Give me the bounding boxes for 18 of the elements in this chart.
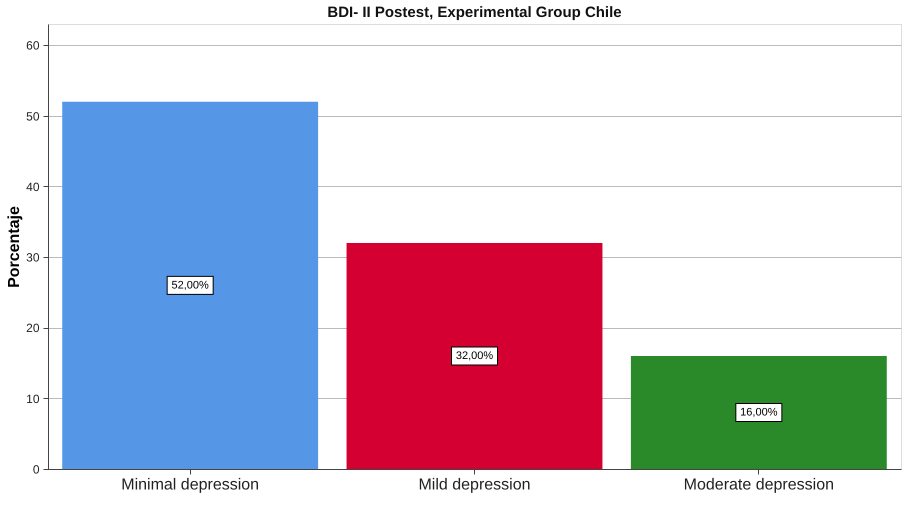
- y-tick-label: 60: [26, 38, 40, 53]
- bar: [346, 242, 602, 469]
- data-label: 32,00%: [456, 350, 494, 362]
- y-tick-label: 10: [26, 392, 40, 406]
- y-tick-label: 40: [26, 180, 40, 194]
- x-tick-label: Minimal depression: [121, 476, 260, 494]
- y-tick-label: 0: [32, 462, 40, 476]
- y-axis-title: Porcentaje: [6, 206, 24, 288]
- bar: [630, 356, 887, 469]
- y-tick-label: 30: [26, 250, 40, 265]
- bar: [62, 102, 318, 469]
- x-tick-label: Moderate depression: [684, 476, 834, 494]
- chart-title: BDI- II Postest, Experimental Group Chile: [327, 4, 622, 21]
- data-label: 16,00%: [740, 406, 778, 418]
- y-tick-label: 50: [26, 109, 40, 124]
- y-tick-label: 20: [26, 321, 40, 336]
- data-label: 52,00%: [172, 279, 210, 292]
- x-tick-label: Mild depression: [418, 476, 531, 494]
